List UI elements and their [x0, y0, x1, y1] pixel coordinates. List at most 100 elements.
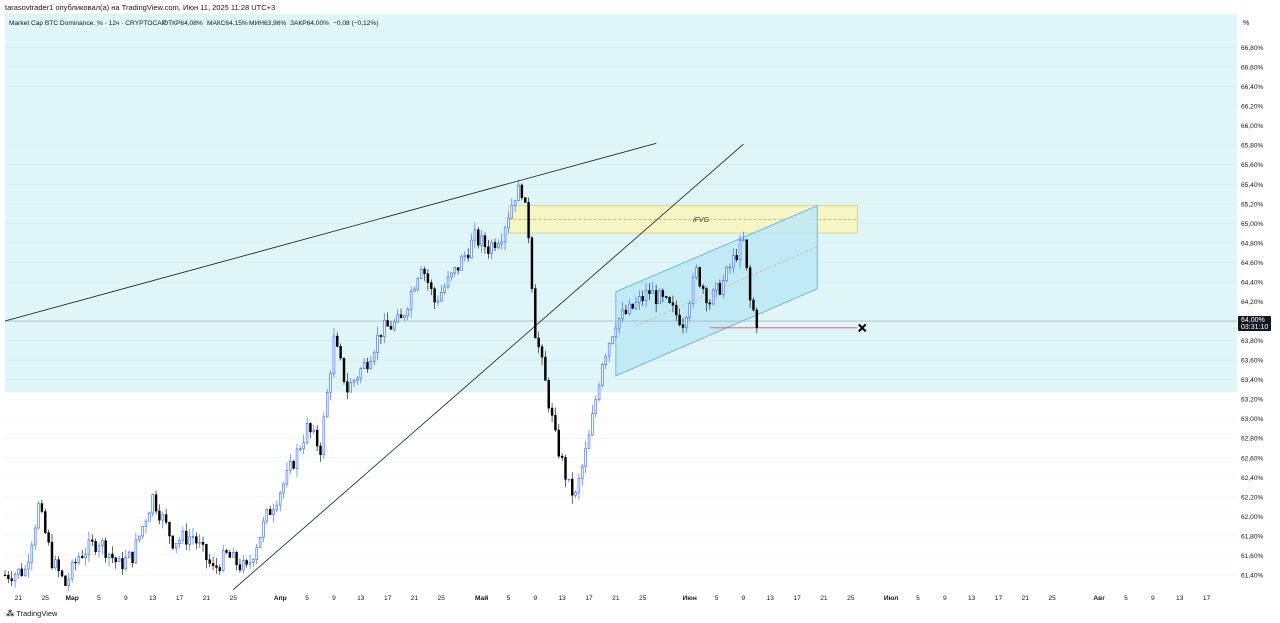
- candle-body: [396, 314, 399, 323]
- candle-body: [232, 551, 235, 558]
- candle-body: [463, 254, 467, 258]
- x-tick-label: Июл: [884, 595, 898, 602]
- candle-body: [419, 268, 423, 279]
- x-tick-label: 13: [357, 595, 365, 602]
- candle-body: [369, 361, 373, 370]
- candle-body: [174, 543, 178, 549]
- x-tick-label: 9: [124, 595, 128, 602]
- x-tick-label: 25: [42, 595, 50, 602]
- candle-body: [399, 314, 403, 319]
- candle-body: [675, 304, 678, 316]
- candle-body: [383, 320, 386, 337]
- x-tick-label: 17: [995, 595, 1003, 602]
- y-tick-label: 62,40%: [1241, 475, 1264, 482]
- y-tick-label: 66,40%: [1241, 84, 1264, 91]
- candle-body: [577, 478, 581, 493]
- y-tick-label: 63,00%: [1241, 416, 1264, 423]
- candle-body: [144, 520, 148, 527]
- candle-body: [530, 237, 534, 289]
- candle-body: [148, 512, 151, 522]
- x-tick-label: 13: [968, 595, 976, 602]
- candle-body: [651, 290, 654, 294]
- candle-body: [40, 503, 44, 512]
- tradingview-logo[interactable]: ⁂ TradingView: [6, 609, 57, 618]
- x-tick-label: 5: [715, 595, 719, 602]
- candle-body: [27, 561, 30, 570]
- y-tick-label: 61,80%: [1241, 533, 1264, 540]
- candle-body: [10, 578, 13, 582]
- candle-body: [587, 434, 591, 449]
- candle-body: [117, 557, 121, 563]
- candle-body: [376, 334, 379, 353]
- candle-body: [104, 540, 107, 558]
- candle-body: [614, 327, 618, 337]
- candle-body: [540, 346, 544, 358]
- candle-body: [433, 288, 436, 303]
- candle-body: [604, 355, 608, 365]
- candles: [3, 179, 759, 592]
- x-tick-label: 21: [820, 595, 828, 602]
- lower-trendline[interactable]: [232, 143, 744, 590]
- x-tick-label: 9: [943, 595, 947, 602]
- upper-trendline[interactable]: [4, 142, 657, 322]
- candle-body: [728, 266, 732, 269]
- candle-body: [624, 309, 628, 314]
- y-axis: 61,40% 61,60% 61,80% 62,00% 62,20% 62,40% 62,6…: [1241, 45, 1264, 580]
- candle-body: [705, 288, 708, 304]
- candle-body: [628, 303, 631, 314]
- x-tick-label: 25: [1049, 595, 1057, 602]
- y-tick-label: 61,60%: [1241, 553, 1264, 560]
- candle-body: [235, 551, 238, 566]
- candle-body: [181, 530, 185, 541]
- candle-body: [164, 514, 168, 523]
- x-axis: 21 25 Мар 5 9 13 17 21 25 Апр 5 9 13 17 21 25 Май 5 9 13 17 2…: [15, 594, 1211, 602]
- x-tick-label: 21: [411, 595, 419, 602]
- candle-body: [218, 567, 222, 571]
- x-tick-label: 17: [585, 595, 593, 602]
- legend-close: ЗАКР64,00%: [290, 20, 329, 27]
- candle-body: [742, 239, 745, 241]
- candle-body: [215, 565, 218, 568]
- y-tick-label: 62,80%: [1241, 436, 1264, 443]
- candle-body: [17, 568, 20, 575]
- candle-body: [282, 483, 285, 494]
- candle-body: [430, 282, 433, 289]
- candle-body: [725, 266, 728, 281]
- y-tick-label: 63,40%: [1241, 377, 1264, 384]
- y-tick-label: 61,40%: [1241, 573, 1264, 580]
- y-tick-label: 65,80%: [1241, 143, 1264, 150]
- candle-body: [393, 321, 396, 330]
- candle-body: [601, 364, 604, 387]
- candle-body: [138, 535, 141, 541]
- x-tick-label: Май: [475, 594, 488, 602]
- x-tick-label: 21: [612, 595, 620, 602]
- candle-body: [406, 308, 409, 317]
- candle-body: [302, 442, 305, 449]
- candle-body: [654, 290, 658, 305]
- candle-body: [513, 200, 517, 206]
- candle-body: [161, 514, 164, 521]
- candle-body: [550, 407, 554, 416]
- x-target-icon[interactable]: [858, 323, 867, 333]
- y-tick-label: 66,20%: [1241, 104, 1264, 111]
- candle-body: [748, 267, 752, 301]
- candle-body: [698, 267, 701, 287]
- candle-body: [77, 556, 81, 564]
- countdown-label: 03:31:10: [1241, 324, 1268, 331]
- y-tick-label: 66,80%: [1241, 45, 1264, 52]
- tradingview-logo-icon: ⁂: [6, 609, 14, 618]
- candle-body: [500, 241, 503, 245]
- candle-body: [342, 357, 346, 382]
- x-tick-label: 21: [15, 595, 23, 602]
- symbol-legend[interactable]: Market Cap BTC Dominance, % · 12ч · CRYP…: [9, 20, 167, 27]
- candle-body: [473, 229, 477, 241]
- candle-body: [735, 255, 738, 261]
- candle-body: [44, 511, 47, 533]
- candle-body: [597, 385, 601, 401]
- candle-body: [127, 551, 131, 558]
- candle-body: [158, 510, 161, 521]
- candle-body: [60, 570, 64, 577]
- candle-body: [520, 184, 524, 198]
- y-tick-label: 62,60%: [1241, 455, 1264, 462]
